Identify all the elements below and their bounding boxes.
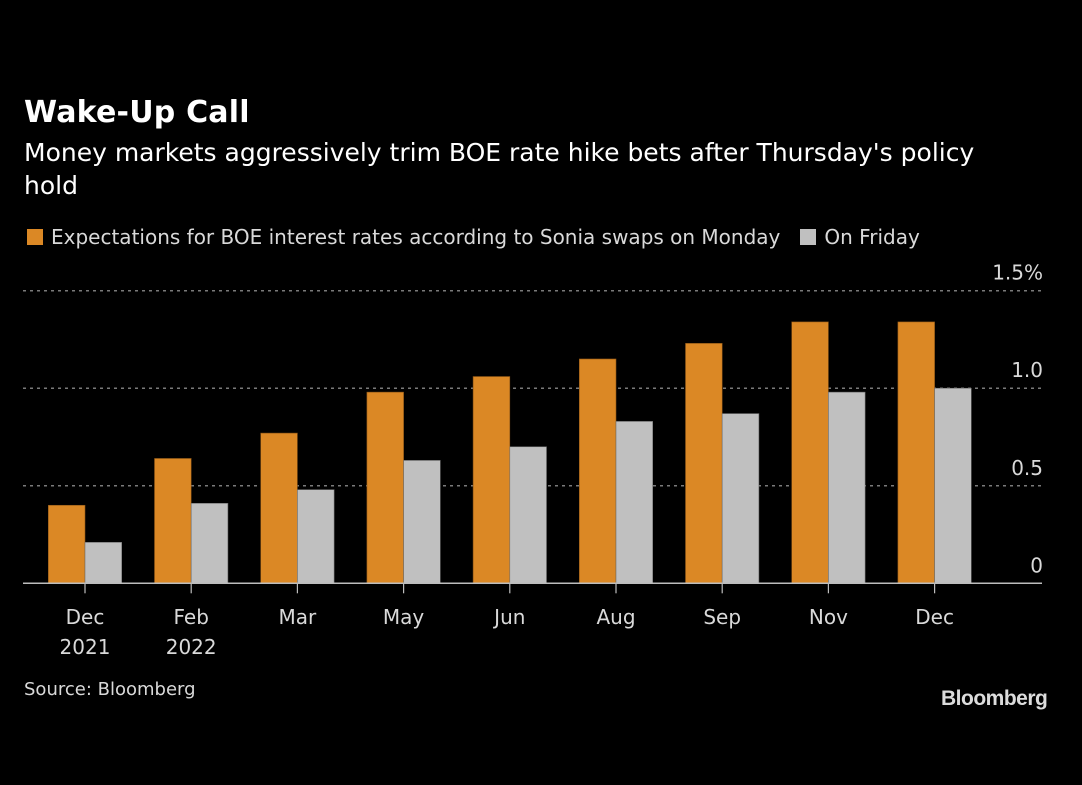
- bar-friday: [403, 460, 441, 584]
- source-note: Source: Bloomberg: [24, 679, 196, 700]
- legend-label-friday: On Friday: [824, 225, 920, 249]
- bloomberg-logo: Bloomberg: [941, 687, 1048, 710]
- legend: Expectations for BOE interest rates acco…: [27, 225, 940, 249]
- chart-subtitle: Money markets aggressively trim BOE rate…: [24, 138, 975, 200]
- x-tick-label-year: 2021: [60, 635, 111, 659]
- legend-item-friday: On Friday: [800, 225, 920, 249]
- bar-monday: [366, 391, 404, 584]
- bar-friday: [509, 446, 547, 584]
- legend-label-monday: Expectations for BOE interest rates acco…: [51, 225, 781, 249]
- bar-monday: [260, 432, 298, 584]
- x-tick-label: Dec: [915, 605, 954, 629]
- bar-monday: [47, 504, 86, 584]
- y-tick-label: 0: [1030, 553, 1043, 577]
- x-tick-label: Jun: [492, 605, 525, 629]
- bar-friday: [828, 391, 866, 584]
- bar-friday: [615, 421, 654, 584]
- y-tick-label: 0.5: [1011, 456, 1043, 480]
- chart-title: Wake-Up Call: [24, 95, 250, 130]
- bar-monday: [791, 321, 829, 584]
- bar-friday: [297, 489, 335, 584]
- x-tick-label: Feb: [173, 605, 208, 629]
- y-tick-label: 1.0: [1011, 358, 1043, 382]
- bar-monday: [154, 458, 192, 584]
- bar-friday: [190, 503, 229, 584]
- bar-monday: [685, 343, 723, 584]
- x-tick-label: May: [383, 605, 425, 629]
- x-tick-label: Sep: [703, 605, 741, 629]
- y-tick-label: 1.5%: [992, 261, 1043, 285]
- bar-monday: [897, 321, 935, 584]
- x-tick-label: Mar: [279, 605, 318, 629]
- legend-swatch-monday: [27, 229, 43, 245]
- bar-monday: [578, 358, 617, 584]
- x-tick-label: Dec: [66, 605, 105, 629]
- bar-friday: [721, 413, 760, 584]
- x-tick-label: Nov: [809, 605, 848, 629]
- bar-monday: [472, 376, 511, 584]
- legend-swatch-friday: [800, 229, 817, 245]
- bar-friday: [934, 387, 972, 584]
- bar-friday: [84, 542, 123, 584]
- x-tick-label: Aug: [596, 605, 635, 629]
- x-tick-label-year: 2022: [166, 635, 217, 659]
- legend-item-monday: Expectations for BOE interest rates acco…: [27, 225, 780, 249]
